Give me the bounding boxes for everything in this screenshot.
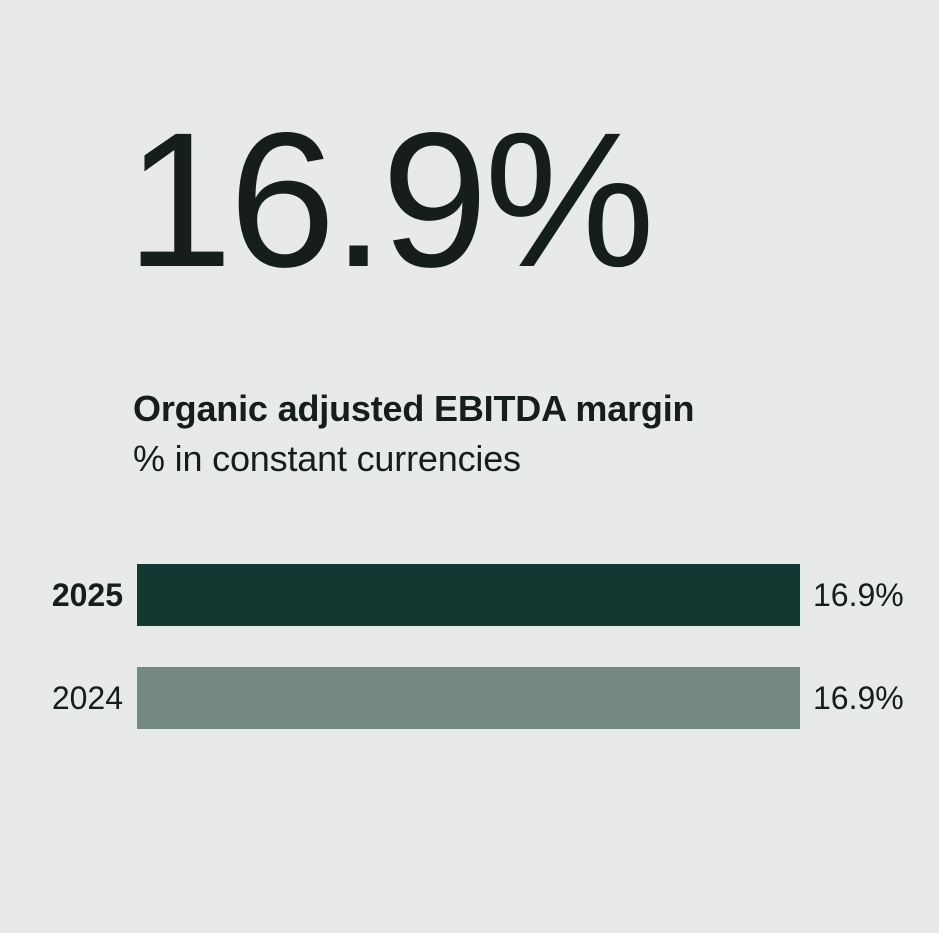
chart-title: Organic adjusted EBITDA margin — [133, 388, 695, 429]
bar-row-2025: 2025 16.9% — [0, 564, 939, 626]
bar-value-label-2024: 16.9% — [813, 680, 904, 716]
bar-track-2025 — [137, 564, 800, 626]
bar-row-2024: 2024 16.9% — [0, 667, 939, 729]
bar-year-label-2025: 2025 — [51, 577, 123, 613]
chart-title-block: Organic adjusted EBITDA margin % in cons… — [133, 384, 939, 484]
bar-chart: 2025 16.9% 2024 16.9% — [0, 564, 939, 729]
bar-year-label-2024: 2024 — [51, 680, 123, 716]
bar-2025 — [137, 564, 800, 626]
headline-value: 16.9% — [126, 92, 655, 307]
chart-subtitle: % in constant currencies — [133, 438, 521, 479]
bar-2024 — [137, 667, 800, 729]
bar-value-label-2025: 16.9% — [813, 577, 904, 613]
bar-track-2024 — [137, 667, 800, 729]
kpi-card: 16.9% Organic adjusted EBITDA margin % i… — [0, 104, 939, 729]
